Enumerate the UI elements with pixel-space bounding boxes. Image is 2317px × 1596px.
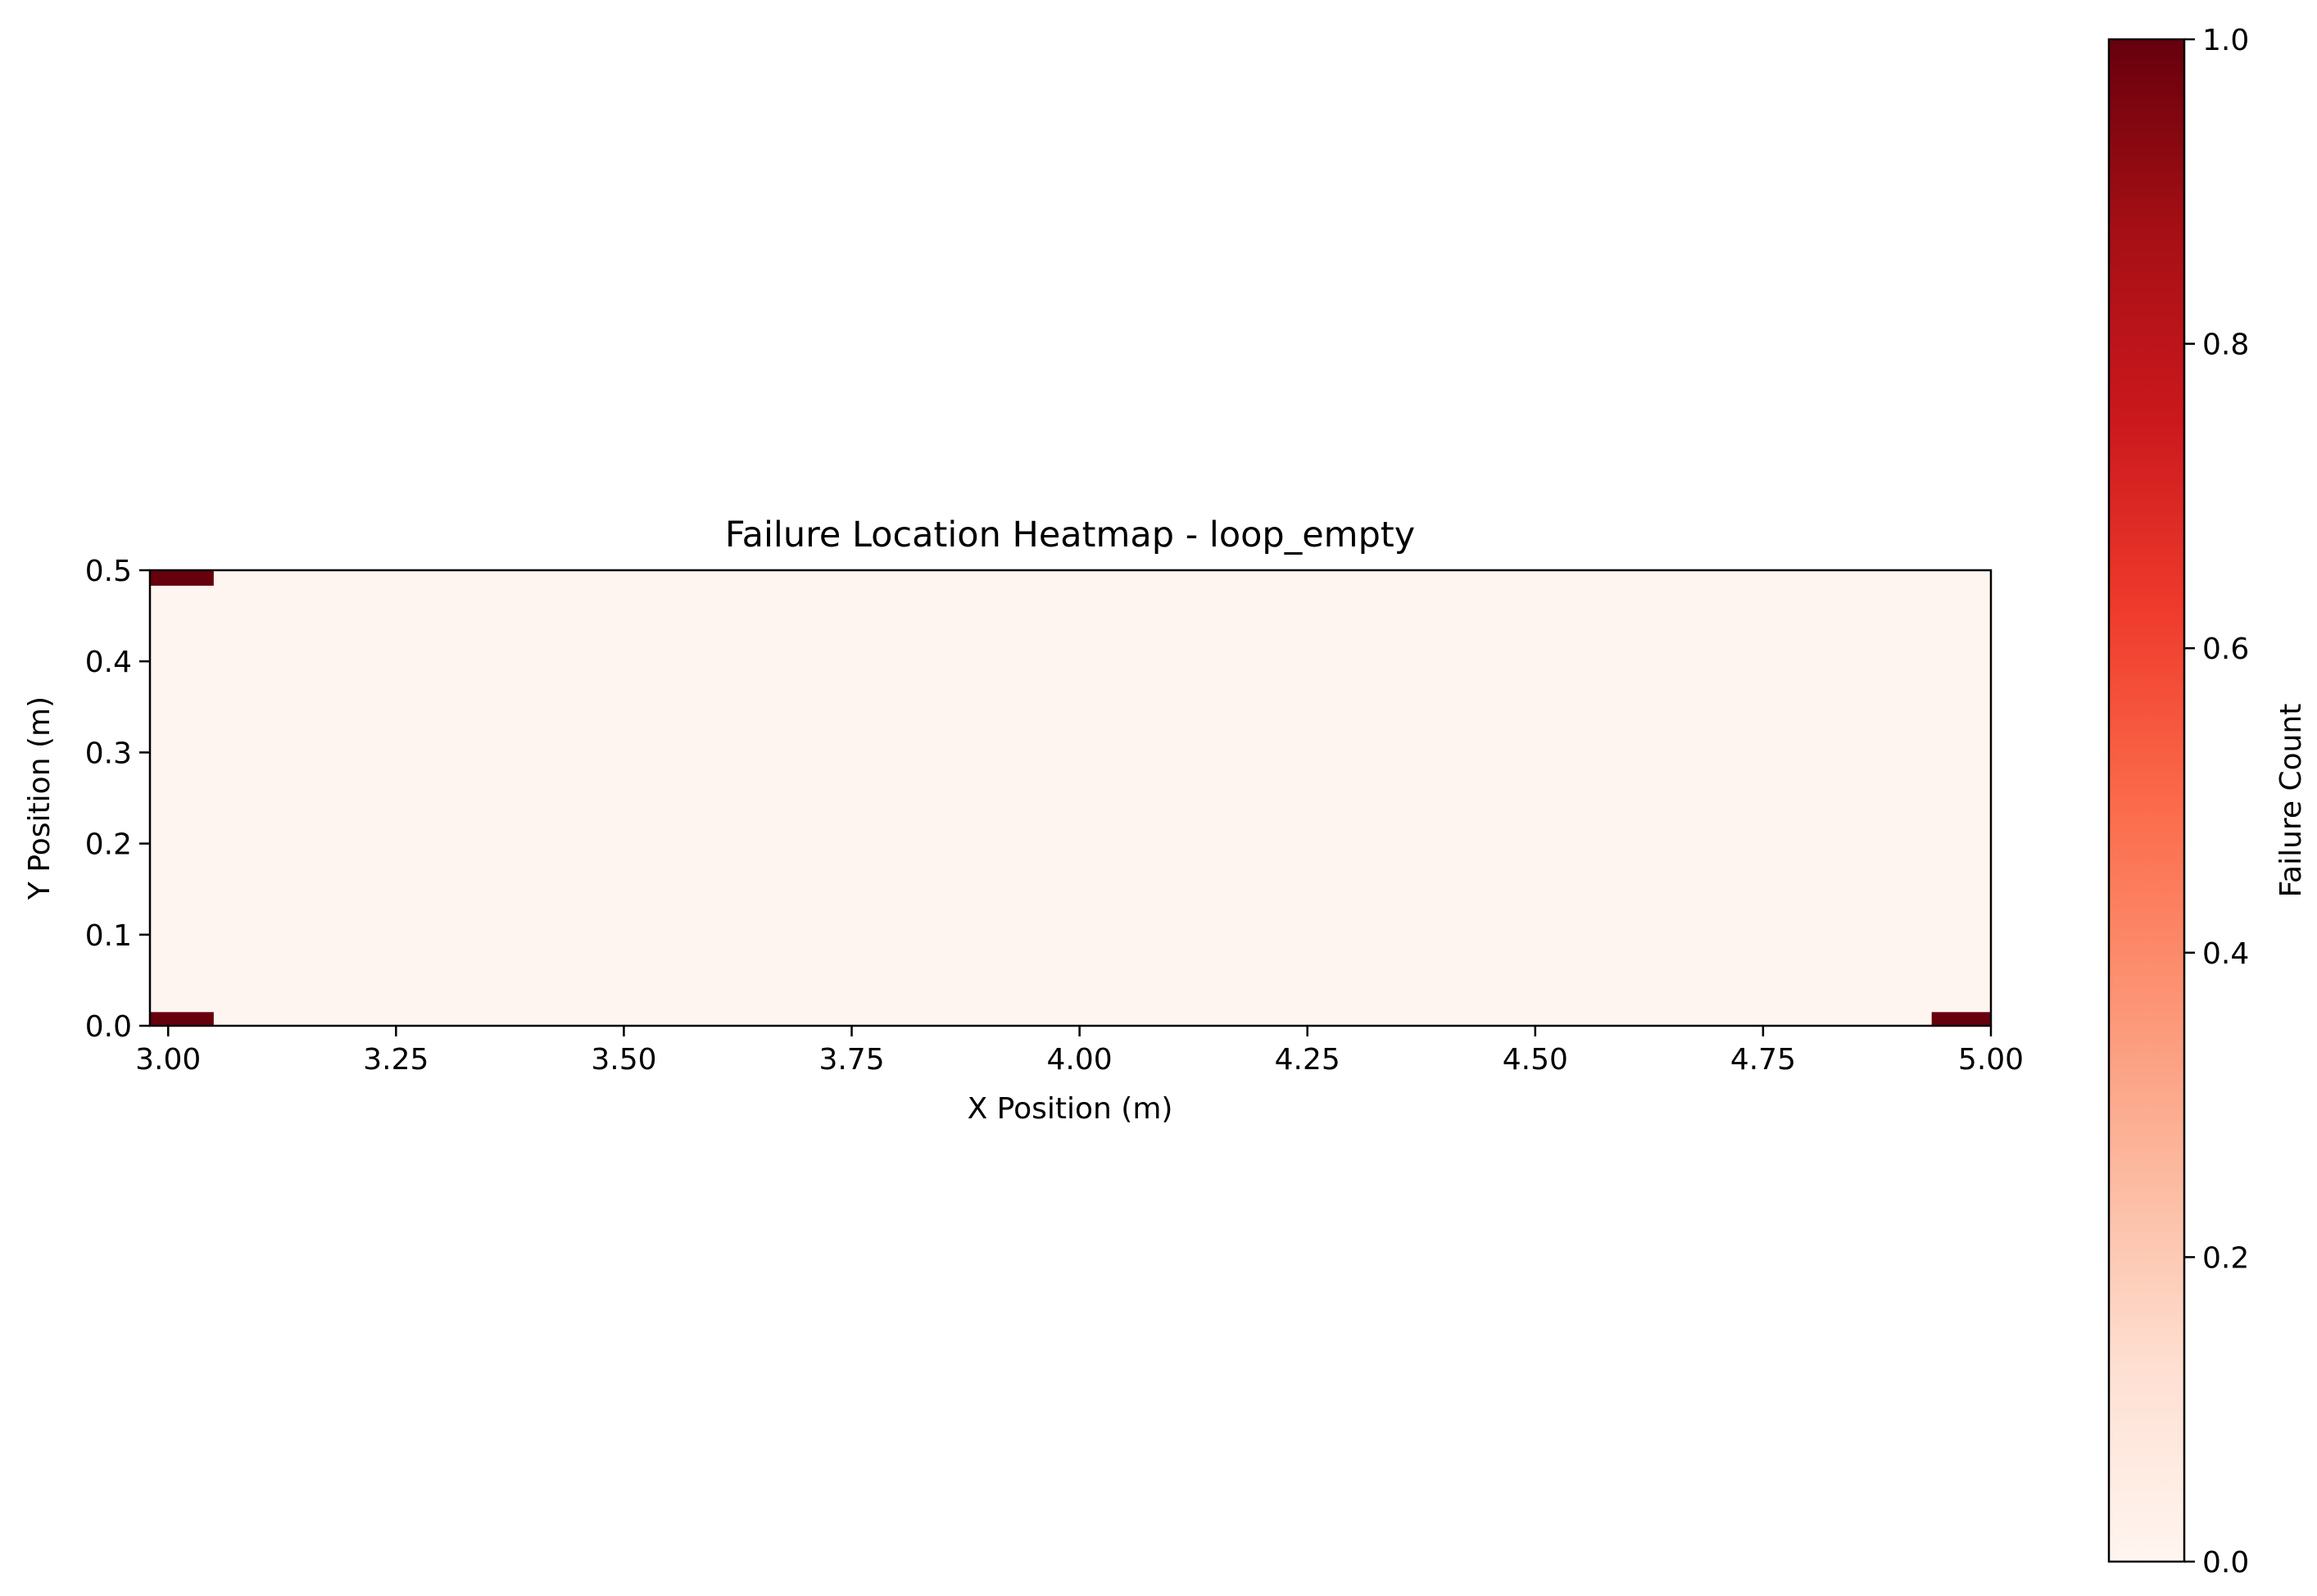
y-tick-label: 0.2 [85, 828, 132, 862]
heatmap-cell-3 [1931, 1012, 1991, 1026]
x-tick-label: 4.50 [1503, 1043, 1568, 1077]
x-tick-label: 3.50 [591, 1043, 656, 1077]
colorbar: 0.0 0.2 0.4 0.6 0.8 1.0 Failure Count [2107, 24, 2308, 1580]
colorbar-label: Failure Count [2274, 704, 2308, 898]
colorbar-gradient [2107, 38, 2186, 1563]
y-tick-label: 0.1 [85, 919, 132, 953]
heatmap-cell-2 [150, 1012, 214, 1026]
x-tick-label: 5.00 [1958, 1043, 2024, 1077]
colorbar-tick-label: 1.0 [2202, 24, 2249, 57]
heatmap-background [150, 570, 1991, 1026]
y-tick-label: 0.4 [85, 646, 132, 679]
colorbar-ticks: 0.0 0.2 0.4 0.6 0.8 1.0 [2184, 24, 2249, 1580]
x-tick-label: 3.25 [363, 1043, 428, 1077]
x-axis: 3.00 3.25 3.50 3.75 4.00 4.25 4.50 4.75 5.00 [135, 1026, 2024, 1077]
y-tick-label: 0.3 [85, 737, 132, 770]
y-axis: 0.0 0.1 0.2 0.3 0.4 0.5 [85, 555, 150, 1044]
x-tick-label: 3.00 [135, 1043, 201, 1077]
colorbar-tick-label: 0.0 [2202, 1546, 2249, 1580]
chart-title: Failure Location Heatmap - loop_empty [725, 515, 1415, 555]
colorbar-tick-label: 0.2 [2202, 1241, 2249, 1275]
colorbar-tick-label: 0.4 [2202, 937, 2249, 971]
colorbar-tick-label: 0.6 [2202, 633, 2249, 666]
x-axis-label: X Position (m) [968, 1092, 1173, 1126]
colorbar-tick-label: 0.8 [2202, 329, 2249, 362]
x-tick-label: 4.00 [1047, 1043, 1113, 1077]
x-tick-label: 3.75 [818, 1043, 884, 1077]
y-tick-label: 0.0 [85, 1010, 132, 1044]
heatmap-plot [148, 569, 1993, 1027]
heatmap-cell-1 [150, 570, 214, 586]
y-axis-label: Y Position (m) [23, 696, 57, 900]
y-tick-label: 0.5 [85, 555, 132, 588]
plot-frame [148, 569, 1993, 1027]
x-tick-label: 4.25 [1275, 1043, 1340, 1077]
x-tick-label: 4.75 [1730, 1043, 1796, 1077]
heatmap-cells [150, 570, 1991, 1026]
